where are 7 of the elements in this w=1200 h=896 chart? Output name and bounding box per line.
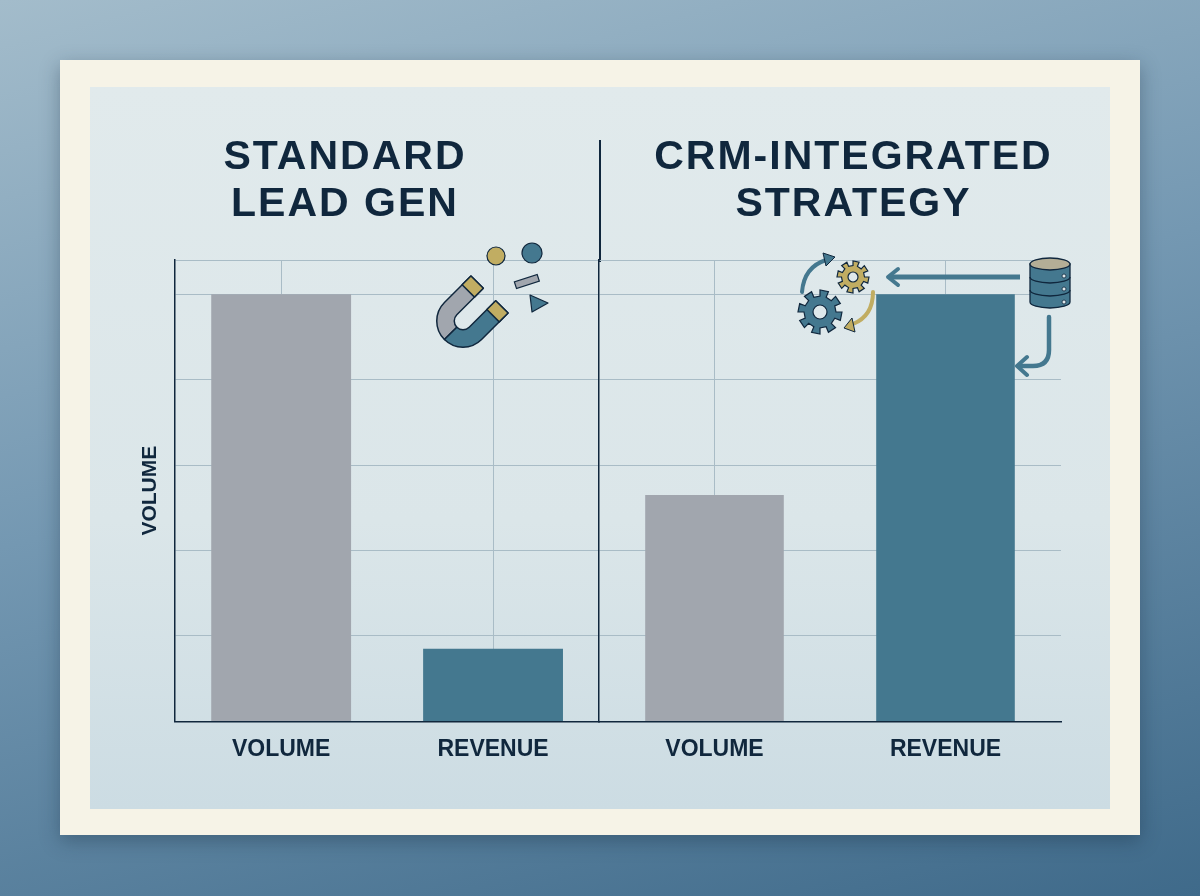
x-tick-label: REVENUE xyxy=(889,734,1002,761)
x-tick-label: VOLUME xyxy=(231,734,331,761)
y-axis-title: VOLUME xyxy=(137,445,161,536)
x-tick-label: VOLUME xyxy=(665,734,764,761)
chart-title: STANDARD LEAD GEN xyxy=(222,132,468,226)
x-tick-label: REVENUE xyxy=(437,734,549,761)
chart-title: CRM-INTEGRATED STRATEGY xyxy=(653,132,1054,226)
